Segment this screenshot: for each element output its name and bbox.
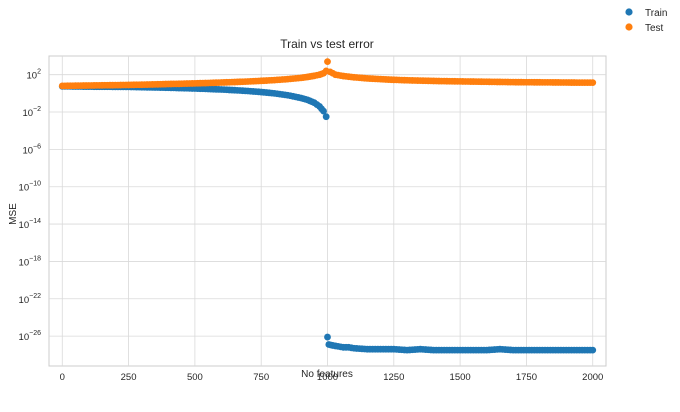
point-test [324, 58, 331, 66]
data-marks [58, 58, 597, 354]
y-tick-label: 10−14 [19, 218, 42, 231]
point-train [322, 113, 330, 121]
x-tick-label: 2000 [582, 372, 603, 383]
point-test [589, 79, 597, 87]
x-tick-label: 500 [187, 372, 203, 383]
x-tick-label: 250 [121, 372, 137, 383]
tick-labels: 0 250 500 750 1000 1250 1500 1750 2000 102 10−2 10−… [19, 69, 604, 383]
y-tick-label: 10−26 [19, 330, 42, 343]
legend: Train Test [625, 8, 667, 34]
point-train [324, 333, 331, 341]
y-tick-label: 10−22 [19, 293, 42, 306]
chart-title: Train vs test error [280, 37, 374, 51]
x-axis-title: No features [301, 369, 353, 380]
legend-label-train: Train [645, 8, 667, 19]
series-test [58, 58, 597, 90]
grid [49, 56, 606, 366]
x-tick-label: 1000 [317, 372, 338, 383]
y-tick-label: 10−2 [22, 106, 41, 119]
y-tick-label: 10−6 [22, 143, 41, 156]
x-tick-label: 750 [253, 372, 269, 383]
x-tick-label: 0 [60, 372, 65, 383]
x-tick-label: 1750 [516, 372, 537, 383]
y-axis-title: MSE [8, 203, 19, 225]
y-tick-label: 10−18 [19, 255, 42, 268]
legend-marker-train [625, 8, 633, 16]
x-tick-label: 1250 [383, 372, 404, 383]
legend-label-test: Test [645, 23, 664, 34]
y-tick-label: 102 [27, 69, 42, 82]
point-train [320, 107, 327, 115]
y-tick-label: 10−10 [19, 181, 42, 194]
x-tick-label: 1500 [450, 372, 471, 383]
point-train [589, 346, 597, 354]
legend-marker-test [625, 23, 633, 31]
